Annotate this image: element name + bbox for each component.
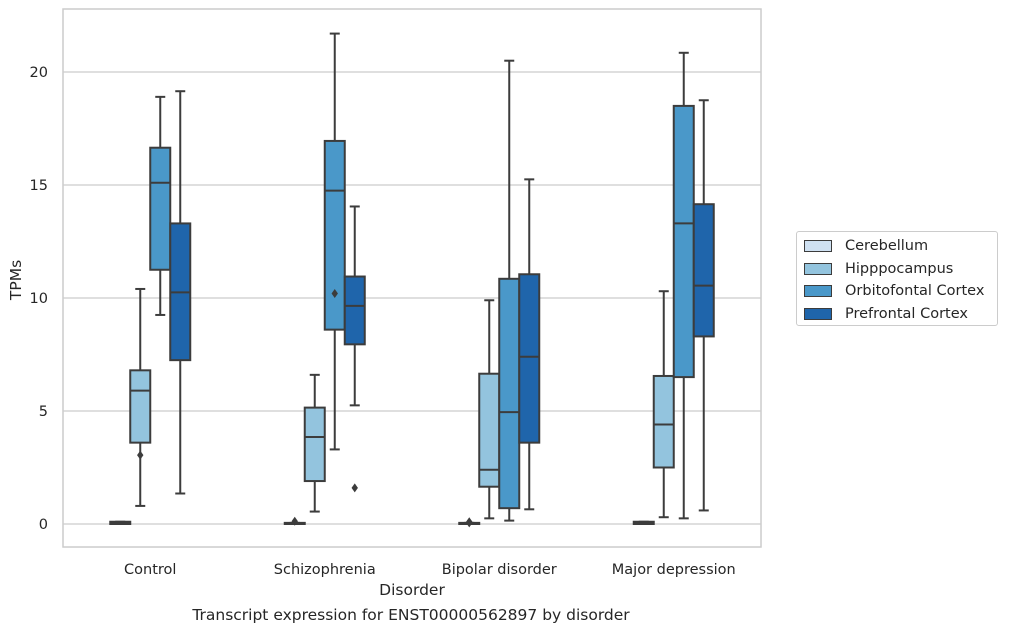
box [692,203,715,338]
box [129,369,152,444]
legend-item: Hipppocampus [804,258,997,281]
box-group [283,516,306,526]
box [652,374,675,469]
x-tick-label: Major depression [612,562,736,578]
legend-item: Prefrontal Cortex [804,303,997,326]
plot-frame [62,8,762,548]
y-tick-label: 10 [30,291,48,307]
outlier-marker [466,518,473,528]
box-group [169,90,192,495]
outlier-marker [137,450,144,460]
legend-item: Orbitofontal Cortex [804,280,997,303]
box [343,275,366,346]
box-group [149,95,172,316]
box [303,406,326,483]
y-tick-label: 5 [39,404,48,420]
box-group [632,520,655,525]
box [149,146,172,271]
x-tick-label: Control [124,562,176,578]
box [323,139,346,331]
box [518,273,541,444]
box [672,104,695,379]
chart-caption: Transcript expression for ENST0000056289… [192,606,630,624]
box-group [652,290,675,519]
box-group [692,99,715,512]
outlier-marker [351,483,358,493]
legend-swatch [804,285,832,298]
box-group [672,51,695,520]
box-group [478,299,501,520]
box-group [303,373,326,513]
x-tick-label: Schizophrenia [274,562,376,578]
legend-label: Orbitofontal Cortex [845,283,985,300]
legend-swatch [804,240,832,253]
outlier-marker [331,288,338,298]
x-tick-label: Bipolar disorder [442,562,557,578]
box [498,277,521,510]
legend-label: Prefrontal Cortex [845,305,968,322]
box-group [518,178,541,511]
y-tick-label: 15 [30,178,48,194]
x-axis-label: Disorder [379,581,445,599]
box-group [109,520,132,525]
legend-label: Hipppocampus [845,260,954,277]
legend-swatch [804,308,832,321]
legend-item: Cerebellum [804,235,997,258]
box-group [129,287,152,507]
legend-label: Cerebellum [845,238,929,255]
legend: Cerebellum Hipppocampus Orbitofontal Cor… [796,231,998,326]
y-axis-label: TPMs [7,260,25,301]
outlier-marker [291,516,298,526]
box-group [343,205,366,493]
box-group [323,32,346,451]
y-tick-label: 20 [30,65,48,81]
legend-swatch [804,262,832,275]
box-group [498,59,521,522]
box-group [458,517,481,528]
y-tick-label: 0 [39,517,48,533]
tick-labels: 0 5 10 15 20 Control Schizophrenia Bipolar diso… [30,65,736,578]
box-layer [109,32,715,528]
